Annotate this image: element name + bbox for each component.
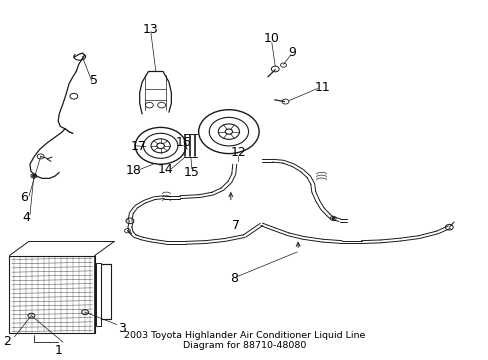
Text: 2: 2 — [3, 335, 11, 348]
Text: 3: 3 — [118, 321, 125, 334]
Text: 6: 6 — [20, 191, 28, 204]
Text: 2003 Toyota Highlander Air Conditioner Liquid Line
Diagram for 88710-48080: 2003 Toyota Highlander Air Conditioner L… — [123, 331, 365, 350]
Bar — [9, 256, 95, 333]
Text: 11: 11 — [314, 81, 330, 94]
Text: 7: 7 — [232, 219, 240, 232]
Text: 1: 1 — [54, 344, 62, 357]
Text: 18: 18 — [125, 164, 141, 177]
Text: 12: 12 — [230, 147, 245, 159]
Text: 16: 16 — [175, 136, 191, 149]
Bar — [96, 262, 101, 326]
Text: 9: 9 — [288, 45, 296, 59]
Text: 10: 10 — [264, 32, 279, 45]
Text: 4: 4 — [22, 211, 30, 224]
Bar — [101, 264, 111, 319]
Text: 15: 15 — [183, 166, 200, 179]
Text: 5: 5 — [90, 74, 98, 87]
Text: 17: 17 — [130, 140, 146, 153]
Text: 8: 8 — [229, 272, 237, 285]
Text: 14: 14 — [157, 163, 173, 176]
Circle shape — [32, 175, 35, 177]
Circle shape — [331, 217, 334, 220]
Text: 13: 13 — [142, 23, 159, 36]
